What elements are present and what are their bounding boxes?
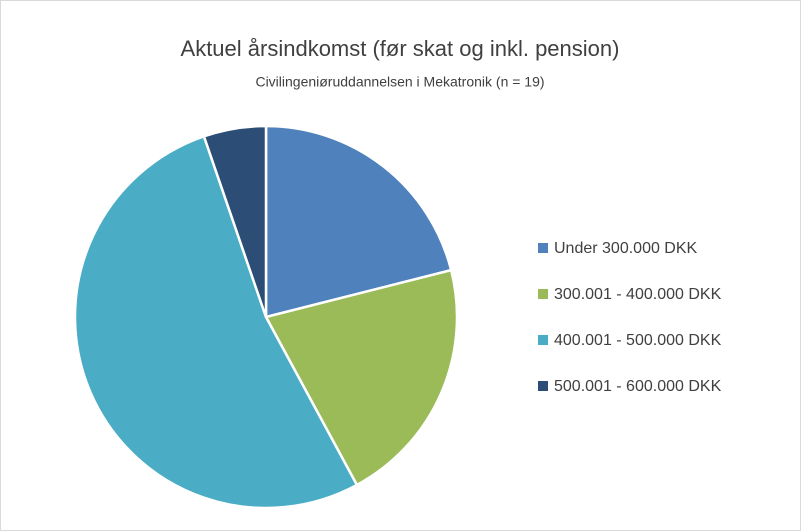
legend-swatch: [538, 335, 548, 345]
pie-slice: [73, 134, 359, 510]
legend-label: 500.001 - 600.000 DKK: [554, 378, 722, 395]
legend-swatch: [538, 289, 548, 299]
pie-slice: [202, 124, 268, 318]
pie-slice: [264, 124, 453, 319]
chart-title: Aktuel årsindkomst (før skat og inkl. pe…: [181, 36, 620, 61]
legend-label: 300.001 - 400.000 DKK: [554, 286, 722, 303]
legend-swatch: [538, 243, 548, 253]
legend-label: 400.001 - 500.000 DKK: [554, 332, 722, 349]
pie-slice: [264, 268, 459, 487]
chart-subtitle: Civilingeniøruddannelsen i Mekatronik (n…: [255, 74, 544, 90]
legend-label: Under 300.000 DKK: [554, 240, 698, 257]
legend-swatch: [538, 381, 548, 391]
